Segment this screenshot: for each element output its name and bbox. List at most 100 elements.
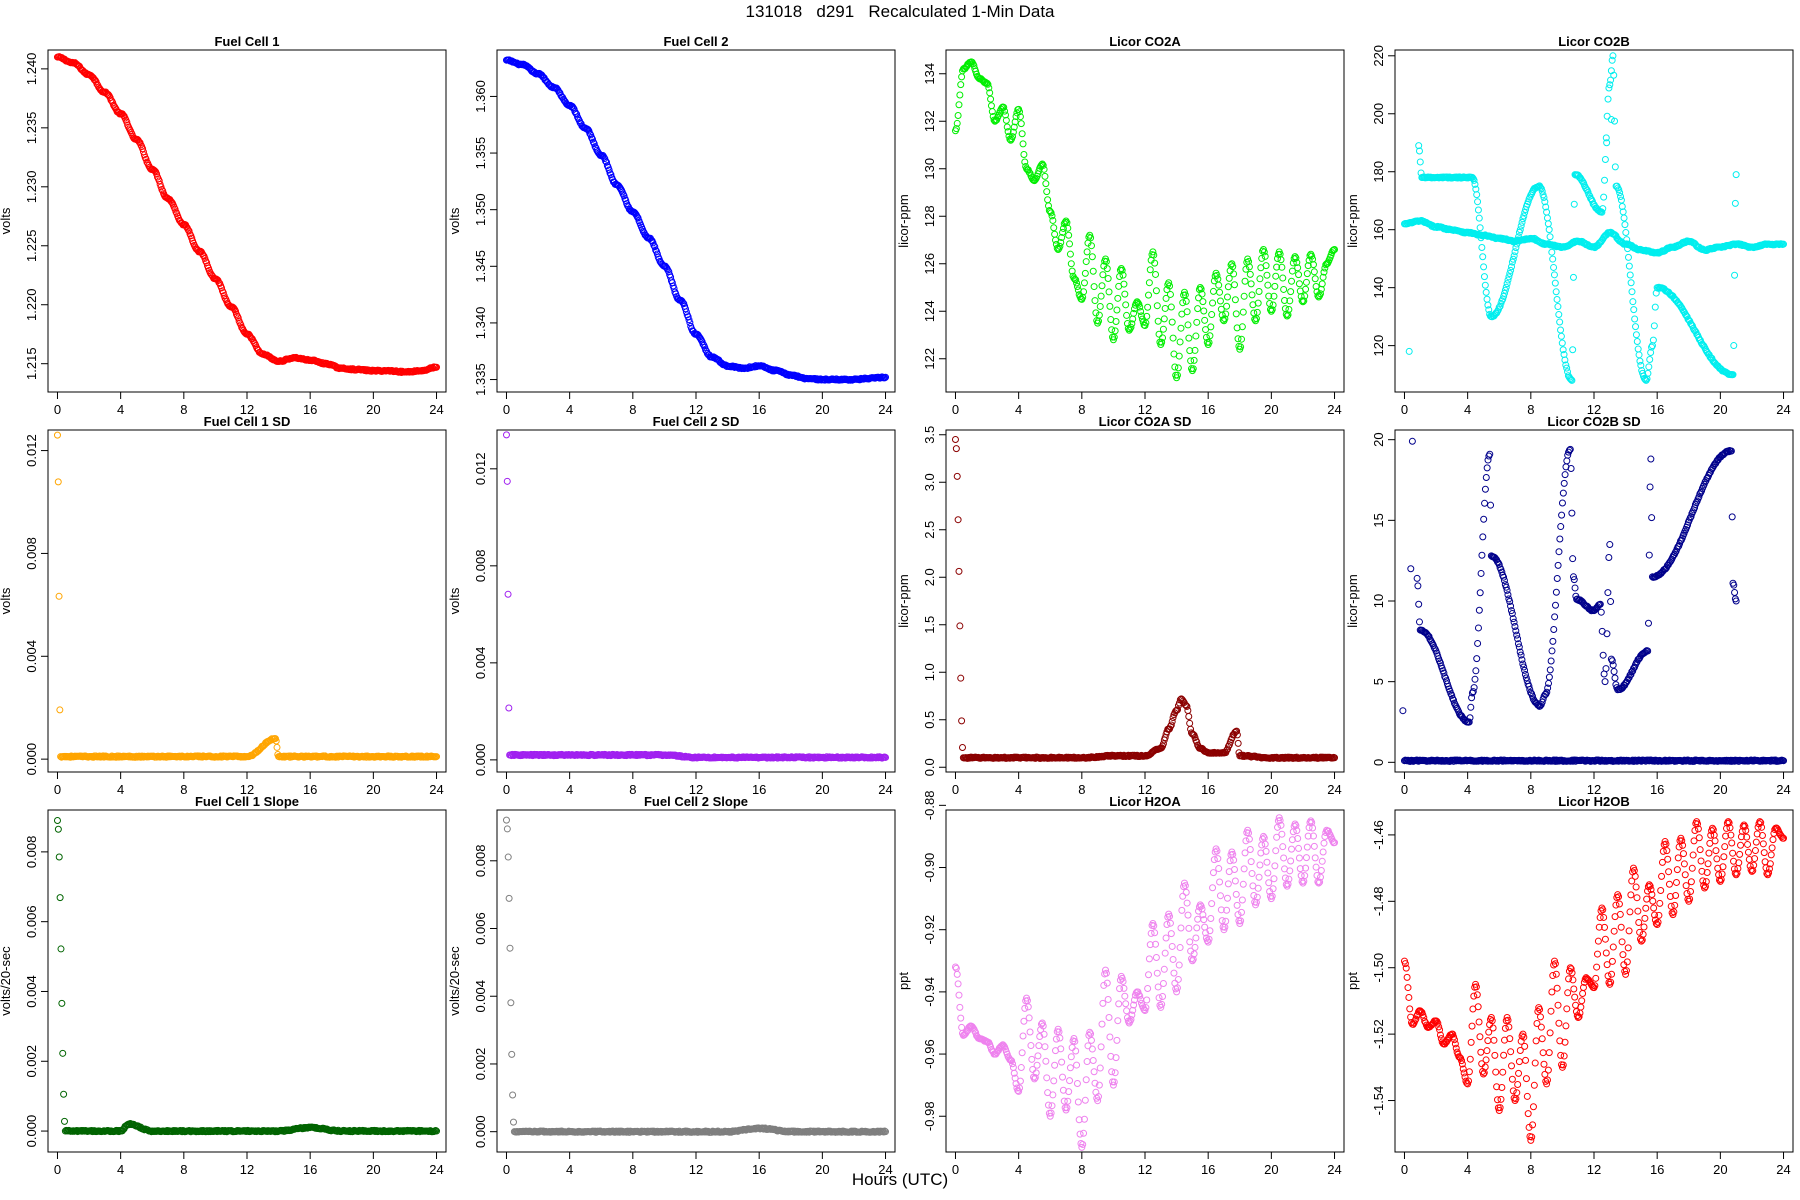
data-points: [53, 816, 441, 1135]
data-point-interp: [56, 706, 64, 714]
data-point-interp: [1545, 226, 1553, 234]
data-point-interp: [1504, 276, 1512, 284]
y-axis-label: volts/20-sec: [0, 946, 13, 1016]
panel-title: Fuel Cell 2 SD: [653, 414, 740, 429]
data-trace: [1401, 446, 1787, 765]
figure-title: 131018 d291 Recalculated 1-Min Data: [745, 2, 1055, 21]
data-point-interp: [1295, 280, 1303, 288]
data-point-interp: [958, 73, 966, 81]
data-point-interp: [1309, 261, 1317, 269]
data-point-interp: [1229, 263, 1237, 271]
data-point-interp: [1604, 589, 1612, 597]
data-point-interp: [1286, 297, 1294, 305]
data-point-interp: [1162, 294, 1170, 302]
data-point-interp: [1001, 107, 1009, 115]
data-point-interp: [1003, 123, 1011, 131]
x-tick-label: 12: [689, 782, 703, 797]
data-point-interp: [1095, 311, 1103, 319]
data-point-interp: [1546, 233, 1554, 241]
data-point-interp: [1481, 499, 1489, 507]
data-point-interp: [1174, 706, 1182, 714]
data-point-interp: [1466, 714, 1474, 722]
data-trace: [503, 825, 889, 1136]
data-point-interp: [1224, 742, 1232, 750]
data-point-interp: [1528, 692, 1536, 700]
data-point: [502, 431, 510, 439]
x-tick-label: 4: [1464, 402, 1471, 417]
data-point-interp: [1557, 523, 1565, 531]
data-point-interp: [1615, 186, 1623, 194]
data-point-interp: [1548, 248, 1556, 256]
data-point-interp: [1118, 266, 1126, 274]
data-point-interp: [508, 1050, 516, 1058]
data-point-interp: [1292, 254, 1300, 262]
data-point-interp: [1099, 271, 1107, 279]
data-point-interp: [1522, 674, 1530, 682]
data-point-interp: [58, 999, 66, 1007]
data-point-interp: [1228, 734, 1236, 742]
data-point-interp: [1238, 323, 1246, 331]
x-tick-label: 24: [1327, 402, 1341, 417]
x-tick-label: 20: [366, 1162, 380, 1177]
data-point-interp: [1558, 511, 1566, 519]
data-point-interp: [1273, 263, 1281, 271]
x-tick-label: 8: [1527, 402, 1534, 417]
data-point-interp: [221, 294, 229, 302]
data-point-interp: [650, 241, 658, 249]
data-point-interp: [1019, 140, 1027, 148]
data-point-interp: [1555, 548, 1563, 556]
data-point-interp: [954, 112, 962, 120]
data-point-interp: [958, 717, 966, 725]
data-point: [1228, 260, 1236, 268]
data-point-interp: [1604, 95, 1612, 103]
x-tick-label: 20: [1713, 782, 1727, 797]
data-point-interp: [432, 1127, 440, 1135]
data-point-interp: [1223, 302, 1231, 310]
data-point-interp: [1183, 702, 1191, 710]
data-point-interp: [1561, 356, 1569, 364]
data-point-interp: [1621, 221, 1629, 229]
y-tick-label: 0.004: [24, 975, 39, 1008]
data-point-interp: [1209, 299, 1217, 307]
data-point-interp: [1153, 302, 1161, 310]
x-tick-label: 16: [1650, 782, 1664, 797]
data-point-interp: [1096, 302, 1104, 310]
data-point-interp: [1159, 325, 1167, 333]
data-point-interp: [1485, 306, 1493, 314]
x-tick-label: 16: [752, 782, 766, 797]
data-point-interp: [1067, 260, 1075, 268]
data-point-interp: [651, 243, 659, 251]
data-point-interp: [1216, 297, 1224, 305]
data-point-interp: [1127, 323, 1135, 331]
data-point-interp: [1207, 323, 1215, 331]
data-point-interp: [1200, 307, 1208, 315]
data-point-interp: [1464, 718, 1472, 726]
data-point-interp: [1512, 244, 1520, 252]
data-point-interp: [1105, 288, 1113, 296]
data-point-interp: [1484, 301, 1492, 309]
data-point: [1606, 81, 1614, 89]
data-point-interp: [1146, 266, 1154, 274]
data-point-interp: [1098, 282, 1106, 290]
data-point-interp: [1731, 595, 1739, 603]
x-tick-label: 16: [752, 1162, 766, 1177]
data-point-interp: [685, 316, 693, 324]
data-point-interp: [1121, 290, 1129, 298]
data-point-interp: [1119, 271, 1127, 279]
data-point-interp: [954, 516, 962, 524]
y-tick-label: 0.006: [24, 905, 39, 938]
data-point-interp: [1630, 306, 1638, 314]
data-point: [1603, 139, 1611, 147]
data-point-interp: [1281, 297, 1289, 305]
panel-title: Licor CO2B: [1558, 34, 1630, 49]
data-point-interp: [1190, 356, 1198, 364]
data-point-interp: [1571, 584, 1579, 592]
panel-title: Fuel Cell 2: [663, 34, 728, 49]
data-point-interp: [881, 374, 889, 382]
x-tick-label: 4: [1015, 402, 1022, 417]
data-point-interp: [1021, 158, 1029, 166]
data-point-interp: [1234, 335, 1242, 343]
y-tick-label: 0.008: [24, 836, 39, 869]
data-point-interp: [1479, 533, 1487, 541]
data-point-interp: [1617, 192, 1625, 200]
